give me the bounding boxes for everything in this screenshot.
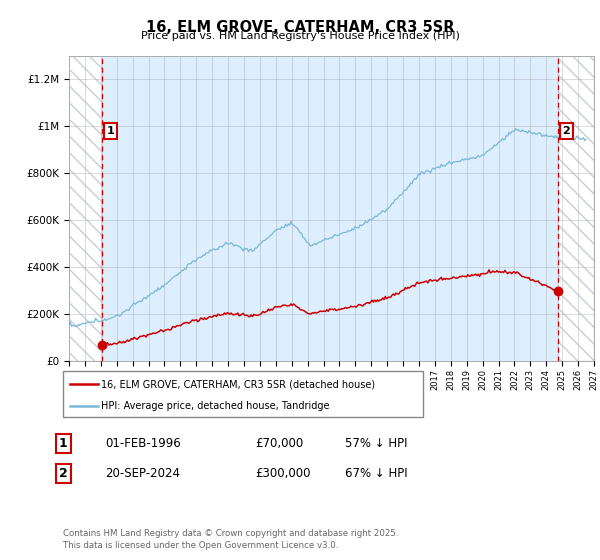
Bar	[69, 56, 102, 361]
Text: 57% ↓ HPI: 57% ↓ HPI	[345, 437, 407, 450]
Text: 2: 2	[563, 126, 570, 136]
Text: Contains HM Land Registry data © Crown copyright and database right 2025.
This d: Contains HM Land Registry data © Crown c…	[63, 529, 398, 550]
Text: 20-SEP-2024: 20-SEP-2024	[105, 466, 180, 480]
Text: HPI: Average price, detached house, Tandridge: HPI: Average price, detached house, Tand…	[101, 401, 329, 410]
Text: Price paid vs. HM Land Registry's House Price Index (HPI): Price paid vs. HM Land Registry's House …	[140, 31, 460, 41]
Text: 67% ↓ HPI: 67% ↓ HPI	[345, 466, 407, 480]
Text: 16, ELM GROVE, CATERHAM, CR3 5SR (detached house): 16, ELM GROVE, CATERHAM, CR3 5SR (detach…	[101, 379, 375, 389]
Text: 1: 1	[59, 437, 67, 450]
Text: 1: 1	[107, 126, 115, 136]
Bar	[558, 56, 594, 361]
Text: 2: 2	[59, 466, 67, 480]
Text: £300,000: £300,000	[255, 466, 311, 480]
Text: 01-FEB-1996: 01-FEB-1996	[105, 437, 181, 450]
Text: 16, ELM GROVE, CATERHAM, CR3 5SR: 16, ELM GROVE, CATERHAM, CR3 5SR	[146, 20, 454, 35]
Bar	[69, 56, 102, 361]
Bar	[558, 56, 594, 361]
Text: £70,000: £70,000	[255, 437, 303, 450]
